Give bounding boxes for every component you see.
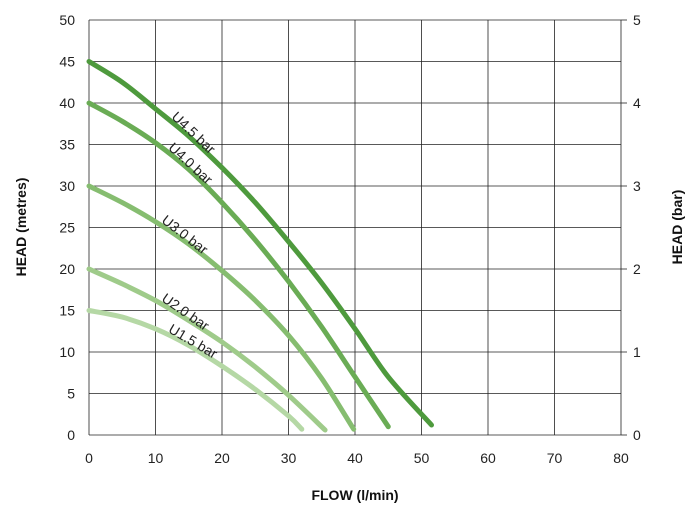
y-tick-label: 10	[59, 344, 75, 360]
x-tick-label: 20	[214, 450, 230, 466]
y2-tick-label: 0	[633, 427, 641, 443]
curve-label: U3.0 bar	[159, 212, 211, 258]
y-tick-label: 45	[59, 54, 75, 70]
y2-tick-label: 4	[633, 95, 641, 111]
y-axis-title: HEAD (metres)	[13, 178, 29, 277]
x-tick-label: 10	[148, 450, 164, 466]
x-axis-title: FLOW (l/min)	[311, 487, 398, 503]
curve-u4-5-bar	[86, 59, 434, 428]
x-tick-label: 80	[613, 450, 629, 466]
y-tick-label: 25	[59, 220, 75, 236]
y-tick-label: 15	[59, 303, 75, 319]
tick-labels: 0 10 20 30 40 50 60 70 8005101520253035404550012…	[59, 12, 641, 466]
curve-u2-0-bar	[86, 266, 328, 433]
gridlines	[88, 19, 627, 436]
y-tick-label: 0	[67, 427, 75, 443]
y2-tick-label: 1	[633, 344, 641, 360]
performance-curves	[86, 59, 434, 433]
y-tick-label: 35	[59, 137, 75, 153]
x-tick-label: 40	[347, 450, 363, 466]
y-tick-label: 20	[59, 261, 75, 277]
y2-tick-label: 5	[633, 12, 641, 28]
x-tick-label: 60	[480, 450, 496, 466]
x-tick-label: 70	[547, 450, 563, 466]
y2-axis-title: HEAD (bar)	[669, 190, 685, 265]
curve-u1-5-bar	[86, 308, 305, 432]
y-tick-label: 5	[67, 386, 75, 402]
x-tick-label: 30	[281, 450, 297, 466]
x-tick-label: 50	[414, 450, 430, 466]
y-tick-label: 30	[59, 178, 75, 194]
y-tick-label: 40	[59, 95, 75, 111]
y2-tick-label: 3	[633, 178, 641, 194]
x-tick-label: 0	[85, 450, 93, 466]
y-tick-label: 50	[59, 12, 75, 28]
curve-u3-0-bar	[86, 183, 357, 432]
y2-tick-label: 2	[633, 261, 641, 277]
curve-u4-0-bar	[86, 100, 391, 430]
